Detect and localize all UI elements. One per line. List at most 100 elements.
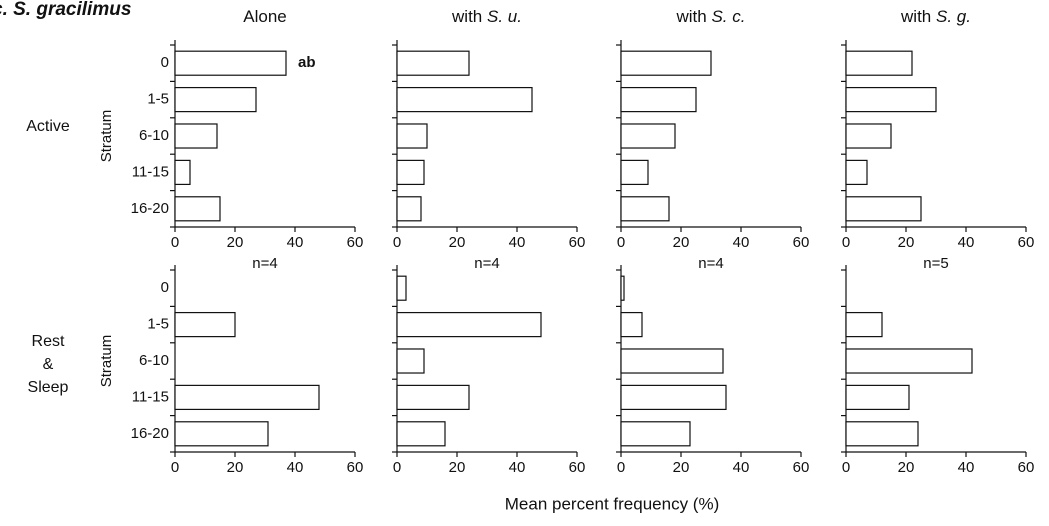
x-tick-label: 60: [347, 459, 364, 476]
panel-title: with S. g.: [900, 7, 971, 26]
x-tick-label: 20: [227, 459, 244, 476]
x-tick-label: 20: [673, 234, 690, 251]
y-axis-label: Stratum: [98, 110, 115, 163]
y-axis-label: Stratum: [98, 335, 115, 388]
x-tick-label: 0: [171, 234, 179, 251]
y-tick-label: 11-15: [132, 163, 169, 180]
x-tick-label: 0: [842, 234, 850, 251]
bar: [845, 123, 892, 149]
x-tick-label: 40: [958, 459, 975, 476]
bar: [396, 86, 533, 113]
x-tick-label: 40: [733, 459, 750, 476]
x-tick-label: 60: [1018, 234, 1035, 251]
x-tick-label: 20: [673, 459, 690, 476]
bar: [396, 384, 470, 411]
bar: [845, 421, 919, 447]
row-label: Active: [26, 118, 70, 135]
annotation: ab: [298, 54, 316, 71]
bar: [174, 384, 320, 411]
x-tick-label: 0: [617, 234, 625, 251]
bar: [620, 384, 727, 411]
bar: [174, 50, 287, 76]
title-text: Alone: [243, 7, 286, 26]
bar: [620, 196, 670, 222]
y-tick-label: 0: [161, 279, 169, 296]
bar: [845, 86, 937, 113]
x-tick-label: 0: [393, 234, 401, 251]
y-tick-label: 6-10: [139, 127, 169, 144]
y-tick-label: 1-5: [147, 316, 169, 333]
bar: [620, 275, 625, 301]
bar: [620, 421, 691, 447]
bar: [620, 50, 712, 76]
title-text: with: [900, 7, 931, 26]
x-tick-label: 40: [287, 459, 304, 476]
x-tick-label: 60: [569, 234, 586, 251]
y-tick-label: 0: [161, 54, 169, 71]
bar: [174, 421, 269, 447]
row-label: Rest: [32, 333, 65, 350]
x-tick-label: 40: [509, 234, 526, 251]
bar: [174, 196, 221, 222]
bar: [396, 196, 422, 222]
bar: [396, 421, 446, 447]
x-axis-label: Mean percent frequency (%): [505, 494, 720, 513]
bar: [845, 348, 973, 374]
bar: [396, 123, 428, 149]
panel-title: Alone: [243, 7, 286, 26]
y-tick-label: 16-20: [131, 200, 169, 217]
x-tick-label: 40: [287, 234, 304, 251]
annotation: n=4: [698, 255, 723, 272]
x-tick-label: 0: [393, 459, 401, 476]
x-tick-label: 0: [171, 459, 179, 476]
bar: [396, 159, 425, 186]
x-tick-label: 20: [449, 234, 466, 251]
y-tick-label: 1-5: [147, 91, 169, 108]
x-tick-label: 20: [227, 234, 244, 251]
x-tick-label: 0: [842, 459, 850, 476]
title-species: S. c.: [711, 7, 745, 26]
panel-title: with S. c.: [676, 7, 746, 26]
title-species: S. g.: [936, 7, 971, 26]
title-species: S. u.: [487, 7, 522, 26]
bar: [396, 50, 470, 76]
annotation: n=5: [923, 255, 948, 272]
row-label: &: [43, 356, 54, 373]
x-tick-label: 0: [617, 459, 625, 476]
x-tick-label: 40: [733, 234, 750, 251]
x-tick-label: 20: [898, 234, 915, 251]
bar: [174, 311, 236, 338]
bar: [620, 159, 649, 186]
x-tick-label: 60: [793, 234, 810, 251]
y-tick-label: 6-10: [139, 352, 169, 369]
bar: [174, 86, 257, 113]
bar: [845, 50, 913, 76]
row-label: Sleep: [28, 379, 69, 396]
y-tick-label: 16-20: [131, 425, 169, 442]
x-tick-label: 60: [793, 459, 810, 476]
annotation: n=4: [252, 255, 277, 272]
x-tick-label: 40: [958, 234, 975, 251]
bar: [845, 311, 883, 338]
x-tick-label: 60: [347, 234, 364, 251]
bar: [174, 123, 218, 149]
annotation: n=4: [474, 255, 499, 272]
x-tick-label: 60: [569, 459, 586, 476]
bar: [845, 384, 910, 411]
figure-label: c. S. gracilimus: [0, 0, 131, 20]
bar: [620, 86, 697, 113]
x-tick-label: 20: [898, 459, 915, 476]
bar: [620, 311, 643, 338]
title-text: with: [676, 7, 707, 26]
x-tick-label: 40: [509, 459, 526, 476]
bar: [396, 348, 425, 374]
title-text: with: [451, 7, 482, 26]
bar: [620, 123, 676, 149]
panel-title: with S. u.: [451, 7, 522, 26]
bar: [845, 196, 922, 222]
bar: [396, 311, 542, 338]
x-tick-label: 20: [449, 459, 466, 476]
bar: [174, 159, 191, 186]
bar: [396, 275, 407, 301]
